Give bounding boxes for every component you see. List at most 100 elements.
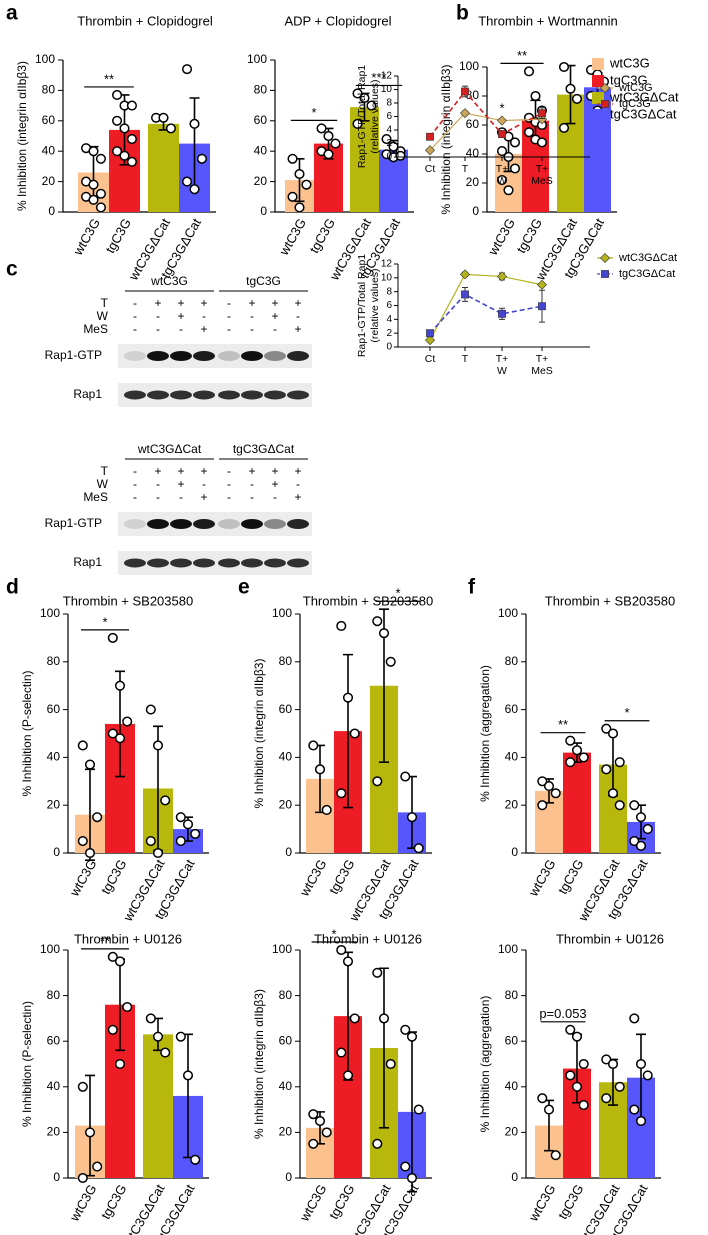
treatment-sign: + [294,490,301,504]
series-line [429,112,543,151]
data-point [406,1172,418,1184]
y-tick-label: 10 [381,272,393,283]
data-point [182,819,194,830]
y-tick-label: 40 [279,750,293,764]
y-tick-label: 100 [247,52,267,66]
data-point [543,1104,555,1115]
blot-band [147,519,169,529]
treatment-sign: + [154,296,161,310]
blot-group: wtC3G [150,274,188,288]
chart-title: Thrombin + U0126 [556,931,664,946]
data-point [461,290,469,299]
y-tick-label: 20 [505,797,519,811]
treatment-sign: + [177,464,184,478]
data-point [145,1013,156,1024]
blot-band [287,558,309,568]
data-point [112,115,123,126]
blot-band [218,519,240,529]
treatment-sign: - [227,296,231,310]
y-axis-label: % Inhibition (P-selectin) [20,1001,34,1127]
error-bar [379,967,389,1129]
x-tick-label: T+ W [496,353,509,377]
data-point [614,1081,625,1092]
blot-band [287,390,309,400]
treatment-sign: - [227,477,231,491]
x-tick-label: T+ MeS [531,163,553,187]
significance-label: ** [517,48,527,63]
data-point [352,88,363,99]
y-axis-label: Rap1-GTP/Total Rap1 [356,65,368,168]
treatment-sign: - [156,322,160,336]
y-tick-label: 40 [47,750,61,764]
data-point [152,1031,164,1042]
data-point [126,100,137,111]
blot-band [264,519,286,529]
bar [563,752,591,853]
x-tick-label: T [462,353,469,365]
treatment-sign: - [133,296,137,310]
y-tick-label: 80 [279,988,293,1002]
data-point [160,1047,171,1058]
data-point [308,1138,319,1149]
data-point [126,133,137,145]
y-tick-label: 0 [511,1170,518,1184]
significance-label: * [624,705,629,720]
data-point [565,757,576,768]
y-tick-label: 8 [386,286,392,297]
data-point [400,1161,411,1172]
y-tick-label: 2 [386,328,392,339]
blot-group: tgC3GΔCat [233,442,295,456]
data-point [536,137,548,148]
data-point [308,740,319,751]
chart-title: Thrombin + SB203580 [63,593,193,608]
data-point [77,740,88,751]
data-point [607,788,619,799]
data-point [189,184,200,195]
significance-label: p=0.053 [539,1006,586,1021]
data-point [601,764,612,775]
data-point [614,800,625,811]
blot-band [241,390,263,400]
data-point [84,847,96,859]
blot-band [147,558,169,568]
data-point [182,1070,194,1081]
data-point [152,847,164,859]
data-point [629,1104,640,1115]
blot-band [147,351,169,361]
significance-label: ** [100,933,110,948]
treatment-sign: - [202,477,206,491]
y-tick-label: 6 [386,111,392,122]
data-point [336,944,347,956]
treatment-label: T [101,296,109,310]
y-tick-label: 60 [279,1033,293,1047]
x-tick-label: T+ W [496,163,509,187]
data-point [509,163,521,174]
y-tick-label: 60 [42,113,56,127]
data-point [635,840,647,851]
data-point [459,269,471,280]
data-point [565,83,576,94]
data-point [459,108,471,119]
data-point [601,723,612,734]
data-point [550,788,561,799]
data-point [406,812,418,823]
legend-swatch [592,109,604,121]
data-point [509,137,521,148]
y-tick-label: 4 [386,125,392,136]
treatment-sign: + [271,296,278,310]
x-tick-label: tgC3G [102,216,134,256]
data-point [308,1109,319,1120]
treatment-sign: + [294,296,301,310]
y-tick-label: 20 [466,175,480,189]
y-tick-label: 10 [381,84,393,95]
legend-marker [601,270,609,278]
blot-band [193,519,215,529]
blot-band [124,390,146,400]
treatment-label: W [97,309,109,323]
legend-swatch [592,58,604,70]
data-point [92,812,103,823]
data-point [336,620,347,632]
blot-band [241,558,263,568]
blot-band [170,558,192,568]
blot-group: wtC3GΔCat [137,442,202,456]
